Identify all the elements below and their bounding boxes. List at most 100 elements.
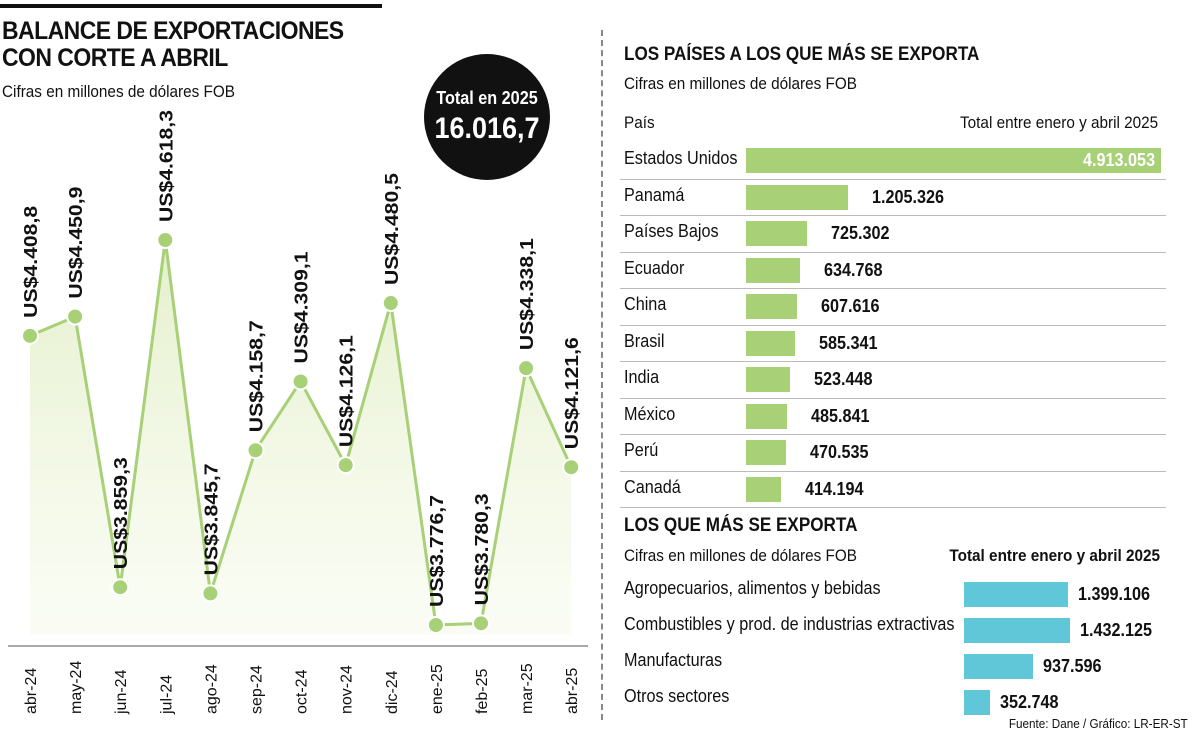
data-point-mar-25 [517,359,536,378]
country-row: Países Bajos 725.302 [620,216,1166,253]
sector-name: Manufacturas [624,650,723,670]
sector-bar [964,654,1034,679]
country-bar [746,221,808,246]
x-tick-mar-25: mar-25 [519,663,536,714]
data-label-abr-24: US$4.408,8 [21,206,41,318]
x-tick-abr-24: abr-24 [23,668,40,714]
line-chart: US$4.408,8 abr-24 US$4.450,9 may-24 US$3.859… [8,110,588,715]
country-row: India 523.448 [620,362,1166,399]
data-label-jun-24: US$3.859,3 [111,457,131,569]
country-bar [746,257,800,283]
x-tick-dic-24: dic-24 [384,670,401,714]
country-value: 414.194 [804,478,864,499]
data-point-may-24 [66,307,85,326]
data-label-sep-24: US$4.158,7 [247,320,267,432]
country-bar [746,184,848,210]
sector-value: 1.399.106 [1077,584,1150,604]
country-row: China 607.616 [620,289,1166,326]
country-bar [746,294,798,319]
page-title-line-1: BALANCE DE EXPORTACIONES [2,17,344,45]
sector-bar [964,690,991,715]
country-row: Brasil 585.341 [620,326,1166,362]
country-name: India [624,367,660,387]
x-tick-may-24: may-24 [68,661,85,714]
sector-bar [964,618,1070,643]
data-label-may-24: US$4.450,9 [66,187,86,299]
country-name: Brasil [624,330,665,351]
data-point-feb-25 [472,614,490,633]
data-point-ene-25 [426,616,445,634]
x-tick-abr-25: abr-25 [564,668,581,714]
x-tick-sep-24: sep-24 [249,665,266,714]
country-name: Ecuador [624,257,685,278]
country-value: 1.205.326 [871,186,944,207]
data-label-abr-25: US$4.121,6 [562,337,582,449]
country-row: Perú 470.535 [620,435,1166,472]
sector-name: Agropecuarios, alimentos y bebidas [624,578,881,598]
data-point-abr-25 [562,458,581,477]
data-label-ene-25: US$3.776,7 [427,495,447,607]
countries-subtitle: Cifras en millones de dólares FOB [624,74,858,93]
sector-value: 352.748 [1000,692,1059,712]
data-label-mar-25: US$4.338,1 [517,238,537,350]
country-name: Panamá [624,184,685,205]
country-name: Estados Unidos [624,148,738,168]
data-label-nov-24: US$4.126,1 [337,335,357,447]
x-tick-nov-24: nov-24 [339,665,356,714]
countries-header-country: País [624,113,655,132]
title-rule [0,4,382,8]
x-tick-jul-24: jul-24 [158,675,175,715]
country-value: 523.448 [814,369,873,389]
country-value: 4.913.053 [1082,150,1155,170]
sectors-subtitle: Cifras en millones de dólares FOB [624,546,858,565]
total-value: 16.016,7 [434,112,540,145]
country-bar [746,403,788,429]
country-value: 634.768 [823,259,883,280]
sector-name: Otros sectores [624,686,730,706]
data-point-ago-24 [201,584,220,603]
page-title-line-2: CON CORTE A ABRIL [2,44,228,72]
data-label-ago-24: US$3.845,7 [201,463,221,575]
country-value: 485.841 [811,405,870,426]
line-area [30,240,572,635]
page-subtitle: Cifras en millones de dólares FOB [2,82,236,101]
data-point-jul-24 [156,231,175,249]
country-name: Perú [624,440,659,460]
countries-bar-chart: Estados Unidos 4.913.053 Panamá 1.205.326 Pa… [620,143,1166,508]
country-bar [746,367,791,392]
sector-value: 937.596 [1043,656,1102,676]
data-point-nov-24 [336,456,355,475]
x-tick-jun-24: jun-24 [113,669,130,715]
country-value: 585.341 [819,332,879,353]
sector-row: Otros sectores 352.748 [620,682,1166,718]
data-point-sep-24 [246,441,265,460]
country-bar [746,148,1161,173]
data-point-abr-24 [21,326,39,345]
sector-row: Agropecuarios, alimentos y bebidas 1.399.… [620,574,1166,610]
country-value: 725.302 [831,223,890,243]
data-point-dic-24 [381,294,400,313]
country-bar [746,330,796,356]
sector-name: Combustibles y prod. de industrias extra… [624,614,955,634]
data-label-jul-24: US$4.618,3 [156,110,176,222]
sectors-bar-chart: Agropecuarios, alimentos y bebidas 1.399.… [620,574,1166,718]
country-bar [746,476,781,502]
total-label: Total en 2025 [436,88,538,108]
countries-title: LOS PAÍSES A LOS QUE MÁS SE EXPORTA [624,44,980,65]
source-note: Fuente: Dane / Gráfico: LR-ER-ST [1009,716,1188,731]
sectors-header-total: Total entre enero y abril 2025 [949,546,1160,565]
country-row: Canadá 414.194 [620,472,1166,508]
sectors-title: LOS QUE MÁS SE EXPORTA [624,515,858,536]
country-value: 470.535 [809,442,869,462]
page-title: BALANCE DE EXPORTACIONES CON CORTE A ABR… [2,18,370,72]
x-tick-oct-24: oct-24 [294,669,311,714]
data-point-oct-24 [291,372,310,391]
country-row: Ecuador 634.768 [620,253,1166,289]
country-name: Países Bajos [624,221,719,241]
country-row: Panamá 1.205.326 [620,180,1166,216]
sector-row: Manufacturas 937.596 [620,646,1166,682]
x-tick-ago-24: ago-24 [203,664,220,714]
data-label-oct-24: US$4.309,1 [292,251,312,363]
country-value: 607.616 [821,296,880,316]
sector-row: Combustibles y prod. de industrias extra… [620,610,1166,646]
